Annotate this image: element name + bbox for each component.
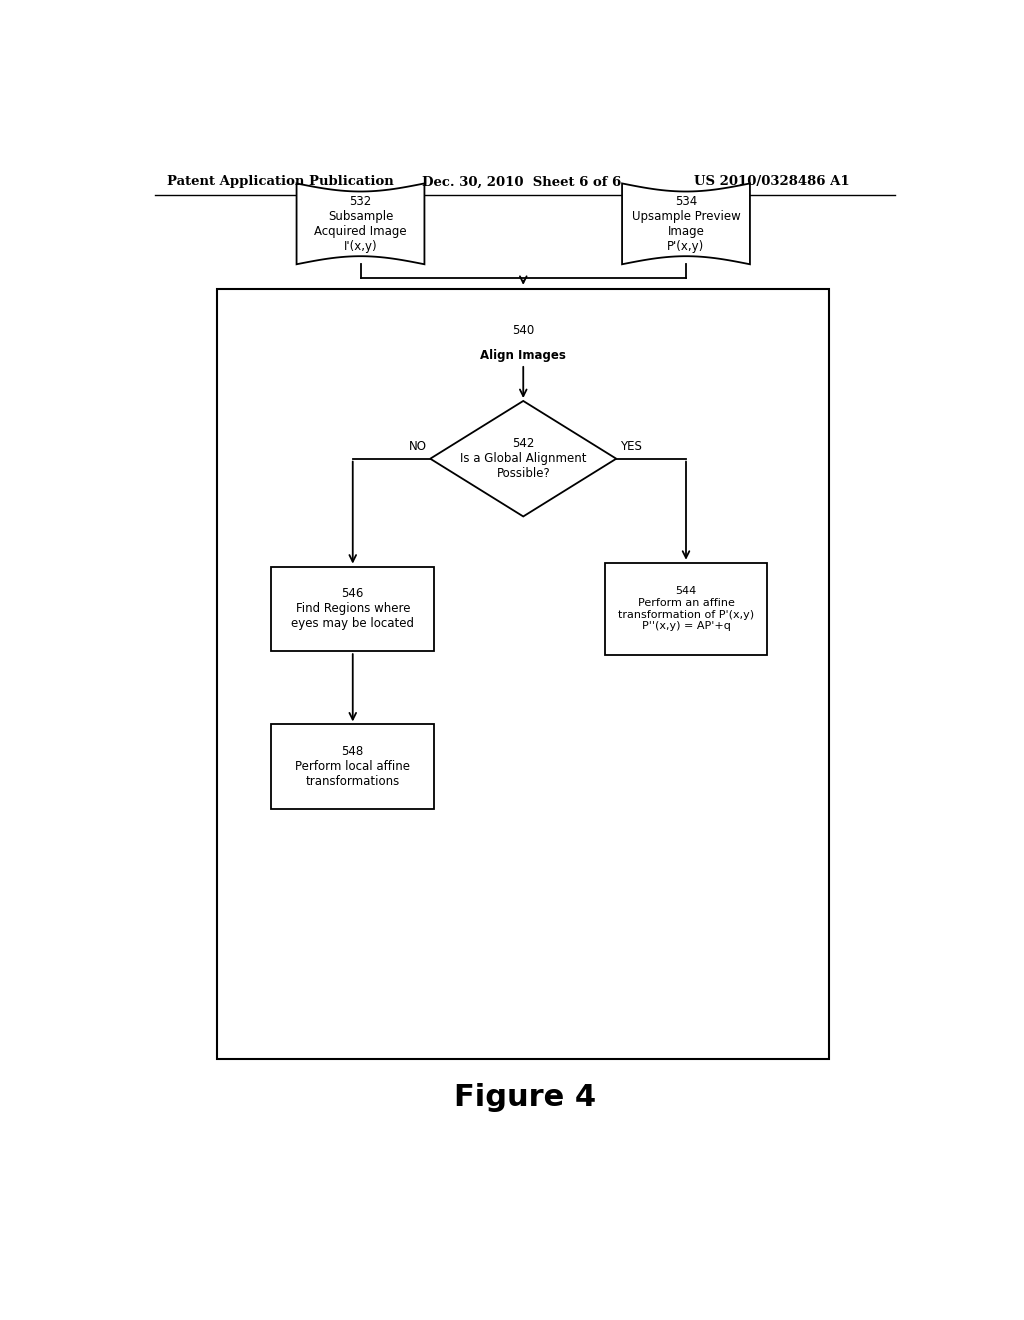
Text: 548
Perform local affine
transformations: 548 Perform local affine transformations (295, 746, 411, 788)
Text: YES: YES (621, 440, 642, 453)
Text: 532
Subsample
Acquired Image
I'(x,y): 532 Subsample Acquired Image I'(x,y) (314, 195, 407, 253)
Text: 542
Is a Global Alignment
Possible?: 542 Is a Global Alignment Possible? (460, 437, 587, 480)
Text: NO: NO (409, 440, 426, 453)
Polygon shape (622, 183, 750, 264)
Bar (604, 562, 767, 655)
Text: 540: 540 (512, 323, 535, 337)
Bar (217, 289, 829, 1059)
Text: 546
Find Regions where
eyes may be located: 546 Find Regions where eyes may be locat… (291, 587, 415, 631)
Bar (271, 725, 434, 809)
Text: Patent Application Publication: Patent Application Publication (167, 176, 393, 189)
Bar (271, 566, 434, 651)
Text: Dec. 30, 2010  Sheet 6 of 6: Dec. 30, 2010 Sheet 6 of 6 (423, 176, 622, 189)
Text: 544
Perform an affine
transformation of P'(x,y)
P''(x,y) = AP'+q: 544 Perform an affine transformation of … (617, 586, 754, 631)
Polygon shape (430, 401, 616, 516)
Text: Align Images: Align Images (480, 348, 566, 362)
Text: Figure 4: Figure 4 (454, 1084, 596, 1113)
Text: US 2010/0328486 A1: US 2010/0328486 A1 (693, 176, 849, 189)
Polygon shape (297, 183, 424, 264)
Text: 534
Upsample Preview
Image
P'(x,y): 534 Upsample Preview Image P'(x,y) (632, 195, 740, 253)
